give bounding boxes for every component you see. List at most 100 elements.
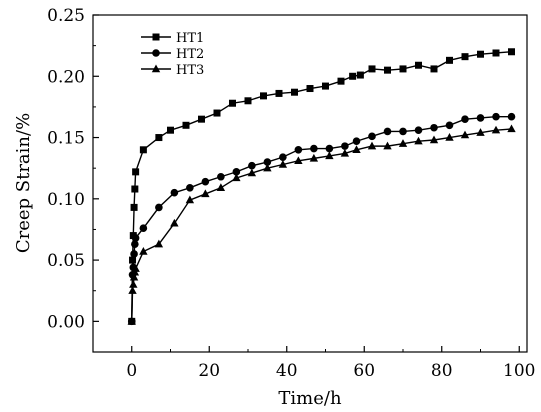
data-point xyxy=(155,203,163,212)
x-tick-label: 40 xyxy=(276,361,298,381)
data-point xyxy=(461,53,469,61)
data-point xyxy=(337,77,345,85)
data-point xyxy=(260,92,267,100)
data-point xyxy=(127,316,136,325)
legend-marker xyxy=(152,49,160,57)
data-point xyxy=(445,121,454,130)
series-line xyxy=(131,116,512,322)
data-point xyxy=(170,218,179,227)
data-point xyxy=(492,112,500,121)
data-point xyxy=(278,160,288,168)
data-point xyxy=(340,148,350,157)
data-point xyxy=(445,133,454,141)
data-point xyxy=(446,56,453,64)
y-tick-label: 0.10 xyxy=(47,190,85,210)
series-ht3 xyxy=(127,124,516,325)
x-tick-label: 60 xyxy=(353,361,375,381)
series-layer xyxy=(127,48,516,326)
data-point xyxy=(229,99,236,107)
data-point xyxy=(368,132,376,141)
data-point xyxy=(492,49,500,57)
y-tick-label: 0.25 xyxy=(47,6,85,26)
data-point xyxy=(216,183,226,191)
series-ht1 xyxy=(128,48,515,325)
data-point xyxy=(248,161,256,170)
data-point xyxy=(275,89,283,97)
data-point xyxy=(294,146,303,154)
legend-label: HT2 xyxy=(176,47,204,62)
y-tick-label: 0.15 xyxy=(47,129,85,149)
data-point xyxy=(507,124,516,133)
data-point xyxy=(367,141,377,150)
data-point xyxy=(131,185,139,193)
data-point xyxy=(310,144,318,153)
data-point xyxy=(201,177,210,186)
data-point xyxy=(477,50,484,58)
data-point xyxy=(185,195,195,204)
data-point xyxy=(356,71,364,79)
data-point xyxy=(507,112,516,121)
data-point xyxy=(155,134,163,142)
data-point xyxy=(129,272,139,281)
data-point xyxy=(129,256,137,264)
data-point xyxy=(201,189,210,198)
data-point xyxy=(414,126,423,134)
data-point xyxy=(128,286,137,294)
data-point xyxy=(131,264,140,272)
x-tick-label: 100 xyxy=(503,361,535,381)
data-point xyxy=(476,114,485,122)
data-point xyxy=(460,130,470,139)
data-point xyxy=(384,66,391,74)
y-tick-label: 0.20 xyxy=(47,67,85,87)
y-tick-label: 0.05 xyxy=(47,251,85,271)
data-point xyxy=(167,126,174,134)
data-point xyxy=(294,156,303,165)
plot-frame xyxy=(92,14,528,353)
data-point xyxy=(399,65,407,73)
data-point xyxy=(430,123,438,132)
data-point xyxy=(263,163,272,172)
data-point xyxy=(352,145,361,153)
data-point xyxy=(461,115,469,123)
data-point xyxy=(182,121,190,129)
data-point xyxy=(430,65,438,73)
data-point xyxy=(186,183,194,192)
data-point xyxy=(129,280,138,288)
legend-item-ht3: HT3 xyxy=(141,63,204,78)
data-point xyxy=(291,88,298,96)
x-tick-label: 20 xyxy=(198,361,220,381)
legend-label: HT3 xyxy=(176,63,204,78)
data-point xyxy=(415,61,422,69)
data-point xyxy=(309,153,319,162)
legend-label: HT1 xyxy=(176,31,204,46)
data-point xyxy=(368,65,376,73)
data-point xyxy=(508,48,515,56)
data-point xyxy=(132,168,140,176)
data-point xyxy=(429,135,439,144)
data-point xyxy=(139,247,148,255)
legend-item-ht1: HT1 xyxy=(141,31,204,46)
x-axis-title: Time/h xyxy=(278,388,342,409)
legend-marker xyxy=(152,33,160,41)
y-tick-label: 0.00 xyxy=(47,312,85,332)
data-point xyxy=(232,168,241,176)
data-point xyxy=(247,168,257,177)
data-point xyxy=(131,240,139,248)
series-ht2 xyxy=(127,112,516,326)
data-point xyxy=(198,115,205,123)
legend-marker xyxy=(151,64,161,73)
data-point xyxy=(131,234,140,242)
data-point xyxy=(263,158,272,166)
data-point xyxy=(130,250,138,258)
data-point xyxy=(491,125,501,134)
data-point xyxy=(154,239,164,248)
data-point xyxy=(325,144,334,153)
data-point xyxy=(414,136,423,145)
data-point xyxy=(279,153,287,161)
series-line xyxy=(131,128,512,322)
data-point xyxy=(322,82,329,90)
data-point xyxy=(341,142,349,150)
data-point xyxy=(398,139,408,147)
